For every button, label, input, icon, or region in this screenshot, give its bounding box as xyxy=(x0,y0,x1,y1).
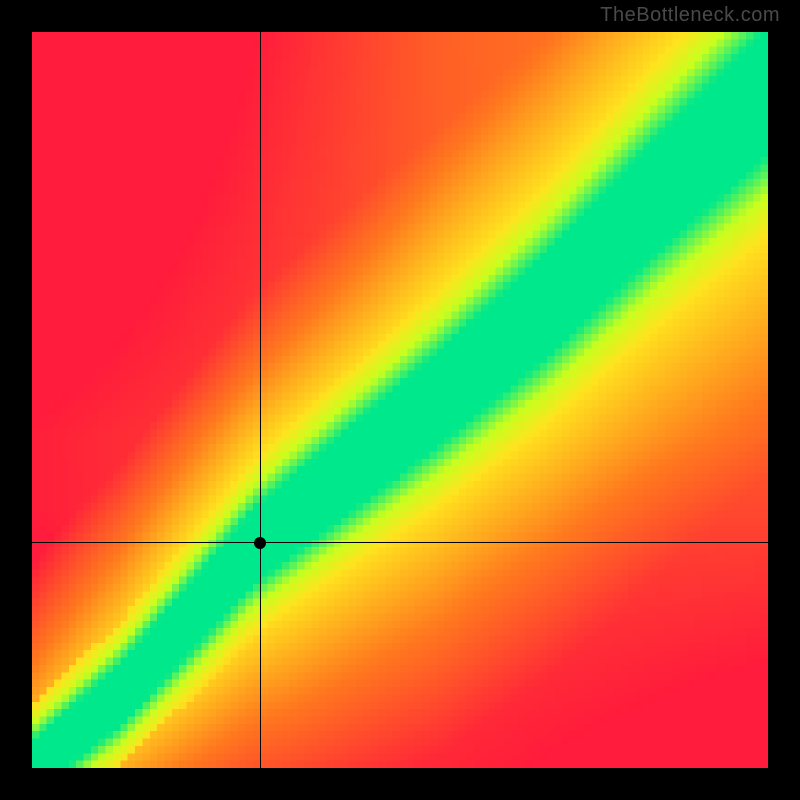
heatmap-svg xyxy=(32,32,768,768)
data-point-marker xyxy=(254,537,266,549)
crosshair-horizontal xyxy=(32,542,768,543)
plot-area xyxy=(32,32,768,768)
watermark-text: TheBottleneck.com xyxy=(600,4,780,27)
crosshair-vertical xyxy=(260,32,261,768)
chart-container: TheBottleneck.com xyxy=(0,0,800,800)
